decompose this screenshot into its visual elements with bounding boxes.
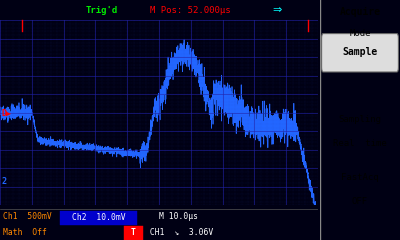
Text: M Pos: 52.000μs: M Pos: 52.000μs	[150, 6, 231, 15]
Text: D▶: D▶	[2, 108, 12, 117]
Text: CH1  ↘  3.06V: CH1 ↘ 3.06V	[145, 228, 213, 237]
Text: Ch1  500mV: Ch1 500mV	[3, 212, 52, 221]
Text: M 10.0μs: M 10.0μs	[159, 212, 198, 221]
Text: Real  time: Real time	[333, 139, 387, 148]
Text: Ch2  10.0mV: Ch2 10.0mV	[72, 213, 125, 222]
Text: Mode: Mode	[349, 29, 371, 38]
Text: 2: 2	[2, 177, 7, 186]
Text: FastAcq: FastAcq	[341, 173, 379, 182]
Text: ⇒: ⇒	[272, 5, 281, 15]
Text: Sample: Sample	[342, 47, 378, 57]
Text: Math  Off: Math Off	[3, 228, 47, 237]
Text: Acquire: Acquire	[340, 7, 380, 17]
FancyBboxPatch shape	[60, 211, 137, 225]
Text: T: T	[131, 228, 136, 237]
FancyBboxPatch shape	[124, 226, 143, 240]
FancyBboxPatch shape	[322, 34, 398, 72]
Text: OFF: OFF	[352, 197, 368, 206]
Text: Sampling: Sampling	[338, 115, 382, 124]
Text: Trig'd: Trig'd	[86, 6, 118, 15]
